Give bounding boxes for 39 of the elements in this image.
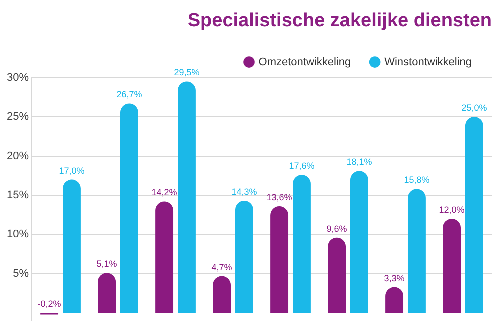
legend-label: Winstontwikkeling [384,56,472,68]
data-label: 3,3% [384,273,405,284]
data-label: 29,5% [174,68,200,78]
data-label: 14,2% [152,188,178,198]
y-tick-label: 25% [6,111,30,124]
bar [156,202,174,314]
bar [350,171,368,314]
bar [293,175,311,314]
data-label: 13,6% [266,192,292,202]
data-label: 18,1% [346,157,372,168]
y-tick-label: 10% [6,228,30,241]
bar [98,273,116,314]
bar [443,219,462,314]
y-tick-label: 20% [6,150,30,162]
bar [213,276,232,314]
data-label: 14,3% [232,186,258,197]
bar [270,206,289,314]
data-label: 12,0% [439,204,465,215]
bar [236,200,254,314]
chart-title: Specialistische zakelijke diensten [188,10,492,32]
legend-label: Omzetontwikkeling [258,56,352,68]
bar [465,117,484,314]
bar [178,82,196,314]
y-tick-label: 15% [6,190,30,202]
data-label: 17,6% [289,161,315,172]
bar [328,238,346,314]
data-label: -0,2% [38,299,62,310]
data-label: 9,6% [326,224,348,234]
data-label: 25,0% [462,103,488,114]
bar [63,180,81,314]
data-label: 26,7% [116,90,142,100]
bar [120,104,138,314]
y-tick-label: 5% [13,268,30,280]
data-label: 17,0% [59,166,85,176]
data-label: 15,8% [404,175,430,186]
bar [408,189,426,314]
y-tick-label: 30% [6,72,30,84]
data-label: 5,1% [96,259,118,270]
data-label: 4,7% [212,262,232,272]
